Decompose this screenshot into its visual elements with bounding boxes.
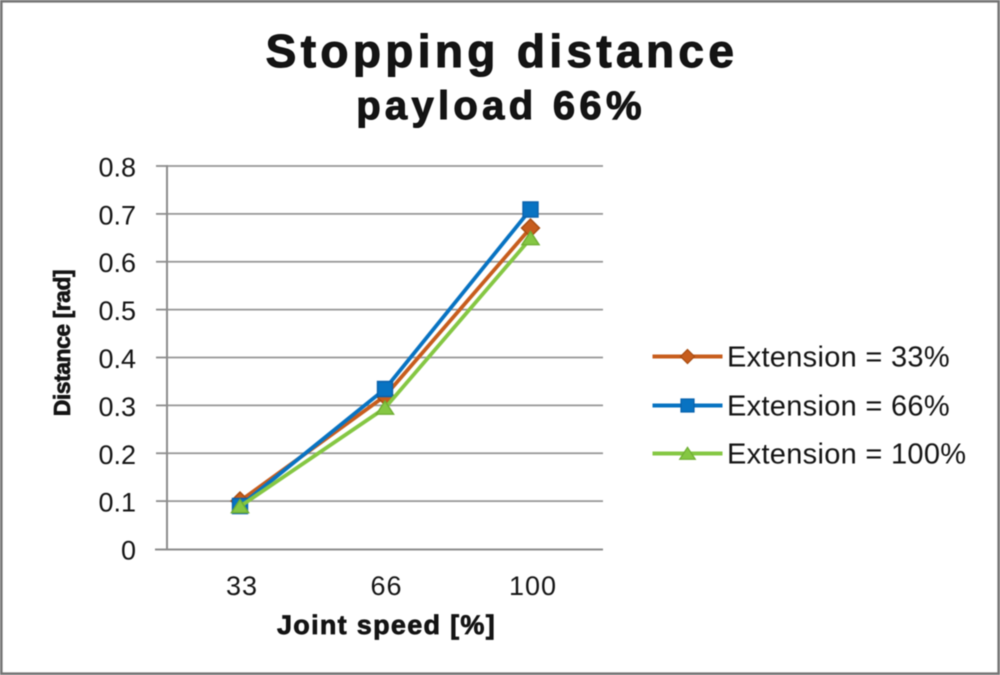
svg-text:66: 66	[370, 571, 402, 601]
svg-text:Extension = 33%: Extension = 33%	[727, 342, 950, 374]
svg-text:Joint speed [%]: Joint speed [%]	[277, 610, 496, 640]
svg-text:0.6: 0.6	[98, 248, 136, 278]
svg-text:Extension = 100%: Extension = 100%	[727, 439, 966, 471]
svg-text:33: 33	[226, 571, 258, 601]
svg-text:Stopping distance: Stopping distance	[266, 25, 739, 77]
svg-text:payload 66%: payload 66%	[356, 84, 646, 128]
svg-text:0.4: 0.4	[98, 344, 136, 374]
svg-text:0.1: 0.1	[98, 488, 136, 518]
svg-text:0.3: 0.3	[98, 392, 136, 422]
svg-text:0.7: 0.7	[98, 201, 136, 231]
svg-text:0.5: 0.5	[98, 296, 136, 326]
svg-text:0: 0	[121, 536, 136, 566]
svg-text:Extension = 66%: Extension = 66%	[727, 391, 950, 423]
svg-text:0.8: 0.8	[98, 153, 136, 183]
svg-text:100: 100	[509, 571, 557, 601]
svg-text:Distance [rad]: Distance [rad]	[49, 270, 75, 416]
svg-text:0.2: 0.2	[98, 440, 136, 470]
